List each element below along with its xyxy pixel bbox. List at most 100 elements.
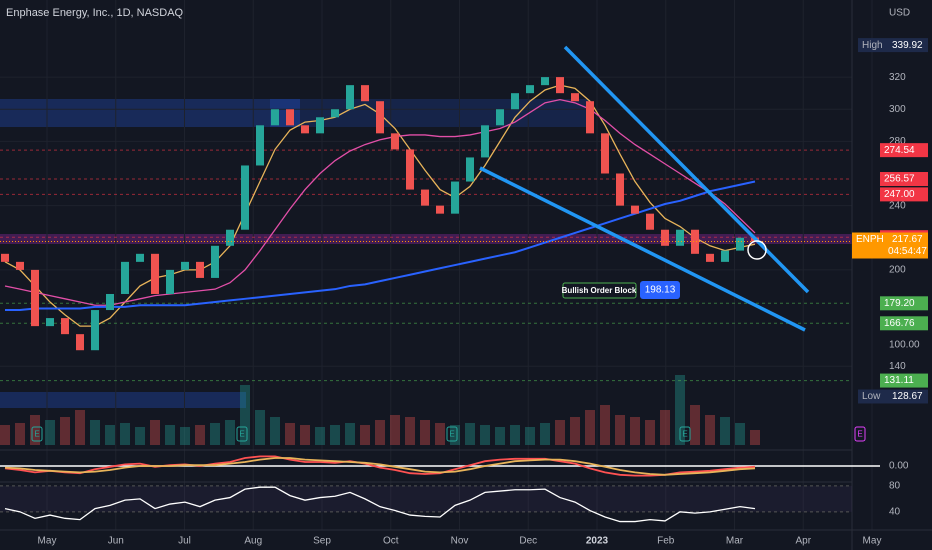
candle-body — [136, 253, 144, 262]
earnings-icon — [854, 426, 866, 442]
earnings-label: E — [449, 430, 454, 439]
candle-body — [616, 173, 624, 206]
volume-bar — [195, 425, 205, 445]
last-badge — [852, 232, 928, 259]
volume-bar — [645, 420, 655, 445]
y-tick-label: 200 — [889, 265, 906, 276]
candle-body — [241, 165, 249, 230]
volume-bar — [525, 427, 535, 445]
volume-bar — [405, 417, 415, 445]
candle-body — [571, 93, 579, 102]
candle-body — [226, 229, 234, 246]
candle-body — [1, 253, 9, 262]
candle-body — [256, 125, 264, 166]
volume-bar — [720, 417, 730, 445]
volume-bar — [420, 420, 430, 445]
candle-body — [151, 253, 159, 294]
candle-body — [16, 261, 24, 270]
candle-body — [211, 245, 219, 278]
volume-bar — [300, 425, 310, 445]
volume-bar — [510, 425, 520, 445]
x-tick-label: Oct — [383, 536, 399, 547]
candle-body — [556, 77, 564, 94]
volume-bar — [60, 417, 70, 445]
volume-bar — [630, 417, 640, 445]
volume-bar — [240, 385, 250, 445]
chart-title: Enphase Energy, Inc., 1D, NASDAQ — [6, 7, 184, 19]
last-countdown: 04:54:47 — [888, 246, 927, 257]
extreme-name: Low — [862, 391, 881, 402]
candle-body — [481, 125, 489, 158]
y-tick-label: 140 — [889, 361, 906, 372]
extreme-value: 128.67 — [892, 391, 923, 402]
volume-bar — [0, 425, 10, 445]
volume-bar — [360, 425, 370, 445]
x-tick-label: Aug — [244, 536, 262, 547]
annotation-badge — [640, 281, 680, 299]
candle-body — [721, 250, 729, 262]
volume-bar — [165, 425, 175, 445]
candle-body — [76, 334, 84, 351]
candle-body — [601, 133, 609, 174]
candle-body — [631, 205, 639, 214]
candle-body — [166, 269, 174, 294]
volume-bar — [705, 415, 715, 445]
level-badge — [880, 316, 928, 331]
rsi-line — [4, 486, 756, 523]
candle-body — [346, 85, 354, 110]
volume-bar — [750, 430, 760, 445]
volume-bar — [615, 415, 625, 445]
volume-bar — [285, 423, 295, 445]
candle-body — [61, 318, 69, 335]
volume-bar — [270, 417, 280, 445]
annotation-text: Bullish Order Block — [562, 286, 637, 295]
y-tick-label: 100.00 — [889, 340, 920, 351]
earnings-label: E — [682, 430, 687, 439]
candle-body — [691, 229, 699, 254]
volume-bar — [570, 417, 580, 445]
x-tick-label: May — [38, 536, 57, 547]
level-label: 247.00 — [884, 189, 915, 200]
candle-body — [406, 149, 414, 190]
candle-body — [376, 101, 384, 134]
volume-bar — [660, 410, 670, 445]
candle-body — [31, 269, 39, 327]
candle-body — [496, 109, 504, 126]
y-tick-label: 80 — [889, 481, 901, 492]
x-tick-label: Dec — [519, 536, 537, 547]
annotation-box — [562, 282, 637, 299]
last-value: 217.67 — [892, 234, 923, 245]
volume-bar — [150, 420, 160, 445]
x-tick-label: 2023 — [586, 536, 609, 547]
earnings-icon — [679, 426, 691, 442]
candle-body — [121, 261, 129, 294]
candle-body — [646, 213, 654, 230]
level-label: 166.76 — [884, 318, 915, 329]
earnings-label: E — [239, 430, 244, 439]
volume-bar — [690, 405, 700, 445]
candle-body — [541, 77, 549, 86]
trendline — [479, 166, 806, 332]
level-badge — [880, 373, 928, 388]
volume-bar — [90, 420, 100, 445]
candle-body — [526, 85, 534, 94]
candle-body — [661, 229, 669, 246]
level-badge — [880, 296, 928, 311]
candle-body — [451, 181, 459, 214]
level-badge — [880, 172, 928, 187]
annotation: Bullish Order Block 198.13 — [562, 281, 680, 299]
level-badge — [880, 187, 928, 202]
candle-body — [301, 125, 309, 134]
earnings-label: E — [857, 430, 862, 439]
candle-body — [361, 85, 369, 102]
rsi-band — [0, 485, 852, 512]
candle-body — [331, 109, 339, 118]
candle-body — [181, 261, 189, 270]
volume-bar — [435, 423, 445, 445]
level-label: 179.20 — [884, 298, 915, 309]
candle-body — [106, 293, 114, 311]
level-label: 131.11 — [884, 375, 914, 386]
x-tick-label: Mar — [726, 536, 744, 547]
volume-bar — [30, 415, 40, 445]
currency: USD — [889, 8, 910, 19]
